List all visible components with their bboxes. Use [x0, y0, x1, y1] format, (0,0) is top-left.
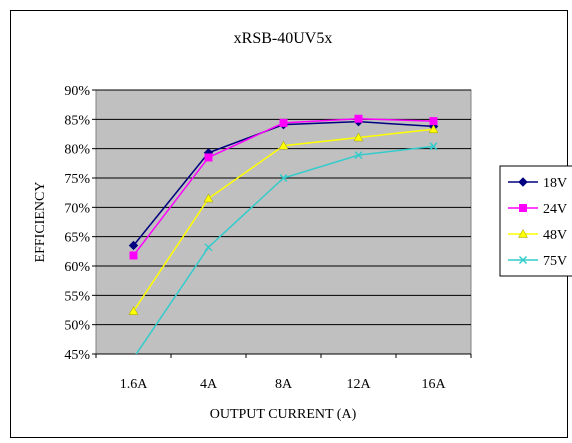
data-point-24V	[279, 118, 288, 127]
legend: 18V 24V 48V 75V	[499, 165, 572, 277]
y-tick-label: 85%	[64, 113, 90, 128]
data-point-48V	[353, 132, 364, 142]
legend-label-24V: 24V	[543, 202, 567, 217]
legend-label-75V: 75V	[543, 254, 567, 269]
y-tick-label: 60%	[64, 260, 90, 275]
legend-marker-48V	[518, 228, 528, 238]
legend-marker-18V	[518, 177, 528, 187]
x-tick-label: 8A	[275, 377, 293, 392]
data-point-24V	[204, 153, 213, 162]
y-tick-label: 90%	[64, 84, 90, 99]
x-tick-label: 16A	[421, 377, 446, 392]
data-point-24V	[129, 251, 138, 260]
chart-title: xRSB-40UV5x	[234, 30, 333, 47]
legend-box	[499, 165, 572, 277]
data-point-24V	[429, 117, 438, 126]
data-point-48V	[203, 193, 214, 203]
x-tick-label: 12A	[346, 377, 371, 392]
x-tick-label: 1.6A	[120, 377, 149, 392]
data-point-75V	[279, 173, 288, 183]
y-tick-label: 45%	[64, 348, 90, 363]
data-point-48V	[128, 306, 139, 315]
y-tick-label: 65%	[64, 231, 90, 246]
data-point-18V	[128, 240, 139, 251]
series-75V	[130, 142, 438, 362]
x-tick-labels: 1.6A 4A 8A 12A 16A	[95, 354, 472, 392]
legend-marker-24V	[519, 204, 527, 212]
data-point-75V	[429, 142, 438, 151]
y-axis-label: EFFICIENCY	[33, 182, 48, 263]
legend-label-48V: 48V	[543, 228, 567, 243]
y-tick-labels: 45% 50% 55% 60% 65% 70% 75% 80% 85% 90%	[64, 84, 96, 363]
data-point-75V	[204, 243, 213, 252]
x-tick-label: 4A	[200, 377, 218, 392]
data-point-24V	[354, 114, 363, 123]
series-24V	[129, 114, 438, 260]
y-tick-label: 75%	[64, 172, 90, 187]
data-point-48V	[278, 140, 289, 150]
data-point-75V	[354, 151, 363, 160]
y-tick-label: 55%	[64, 289, 90, 304]
x-axis-label: OUTPUT CURRENT (A)	[210, 407, 357, 422]
data-point-75V	[130, 355, 137, 362]
series-lines	[128, 114, 439, 362]
y-tick-label: 70%	[64, 201, 90, 216]
legend-label-18V: 18V	[543, 176, 567, 191]
y-tick-label: 50%	[64, 319, 90, 334]
data-point-48V	[428, 124, 439, 134]
y-tick-label: 80%	[64, 143, 90, 158]
series-48V	[128, 124, 439, 315]
legend-marker-75V	[518, 255, 528, 265]
